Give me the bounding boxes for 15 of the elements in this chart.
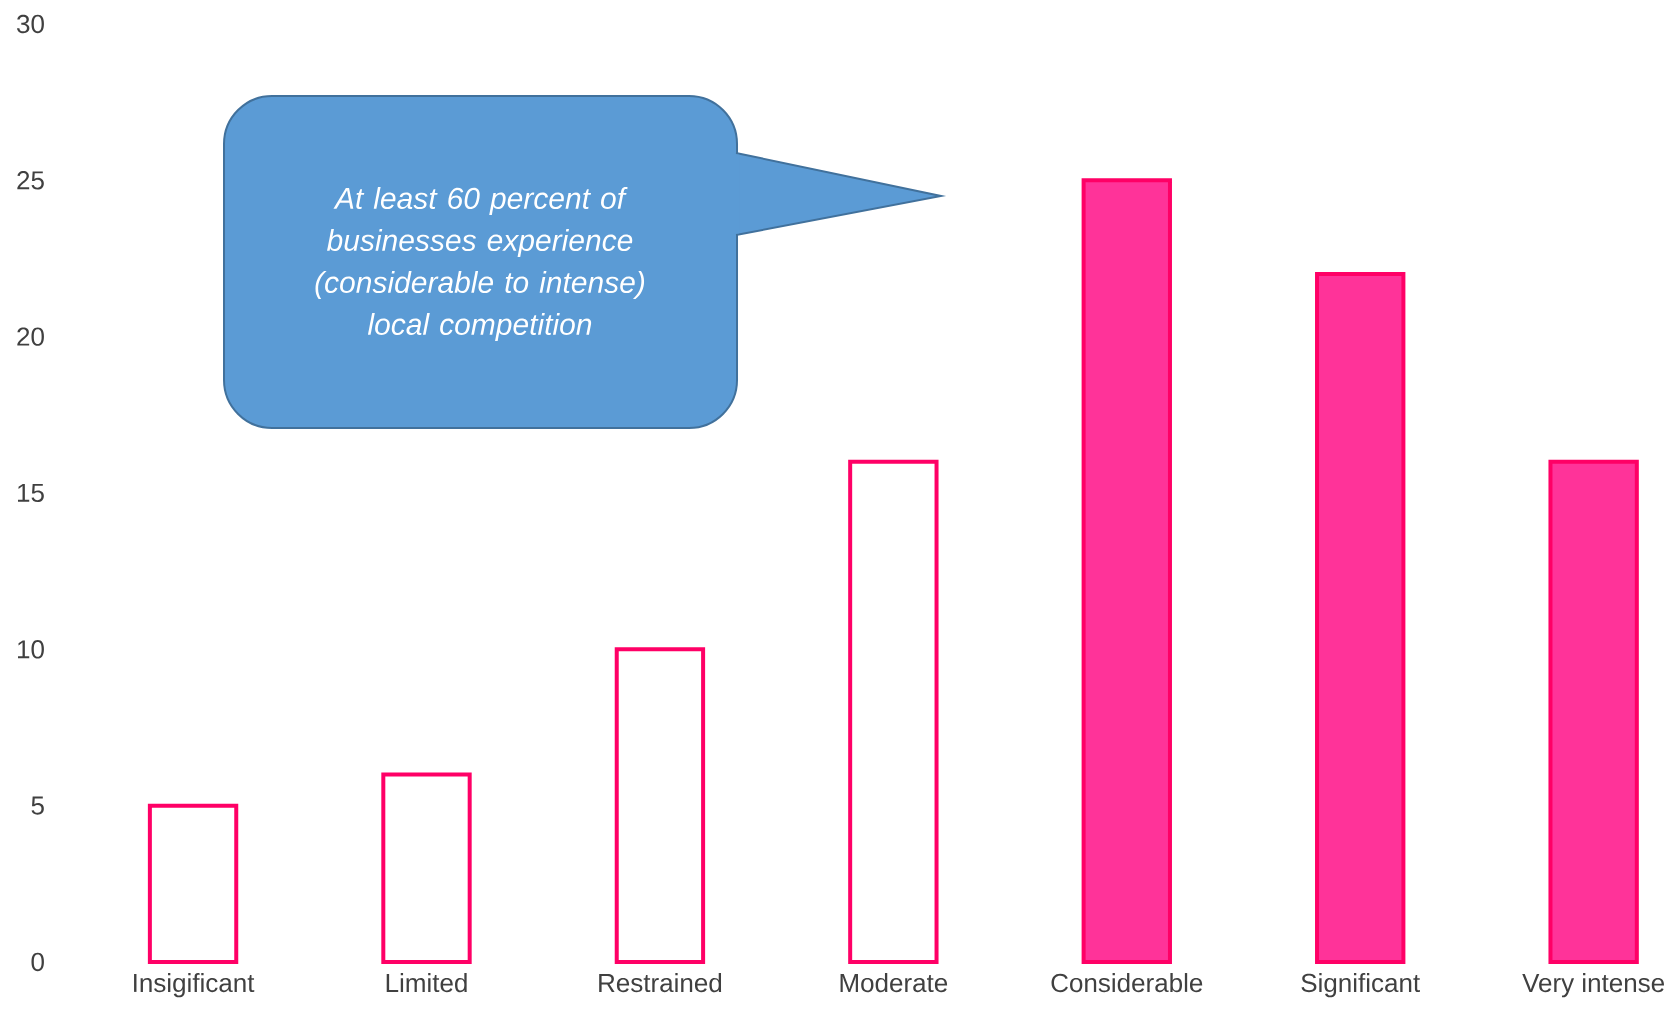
- x-tick-label: Insigificant: [134, 973, 255, 998]
- x-tick-label: Moderate: [840, 973, 948, 993]
- y-tick-label: 15: [18, 483, 44, 503]
- annotation: At least 60 percent of businesses experience (considerable to intense) local competition: [315, 187, 645, 341]
- y-tick-label: 5: [31, 796, 44, 815]
- y-tick-label: 10: [18, 640, 44, 659]
- y-tick-label: 30: [17, 14, 44, 34]
- x-tick-label: Considerable: [1051, 973, 1203, 993]
- y-tick-label: 20: [17, 327, 44, 346]
- x-tick-label: Restrained: [599, 973, 722, 993]
- y-tick-label: 0: [31, 952, 44, 972]
- x-tick-label: Limited: [386, 973, 467, 993]
- x-tick-label: Significant: [1301, 973, 1420, 998]
- x-tick-label: Very intense: [1522, 973, 1664, 998]
- y-tick-label: 25: [17, 171, 44, 190]
